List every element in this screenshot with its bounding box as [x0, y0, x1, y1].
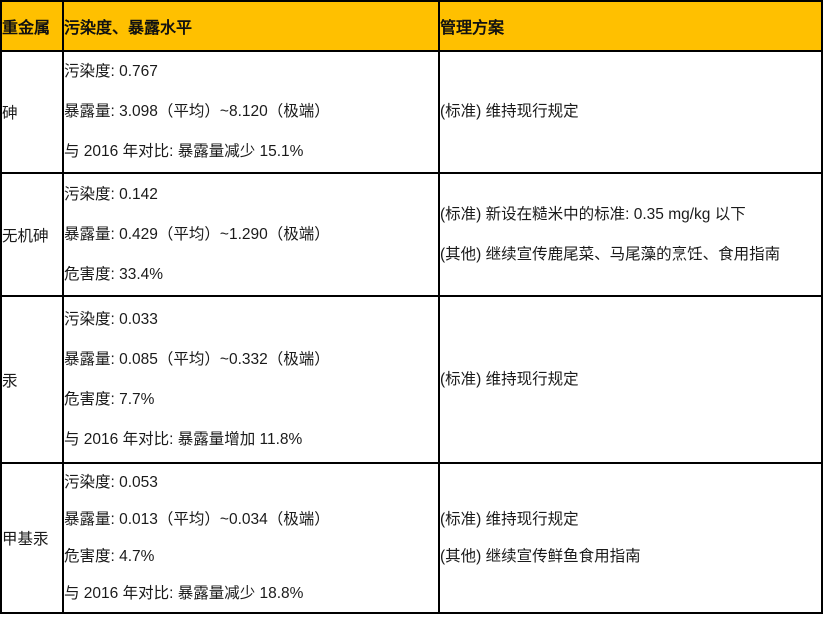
exposure-line: 暴露量: 0.085（平均）~0.332（极端）: [64, 350, 330, 368]
management-line: (其他) 继续宣传鲜鱼食用指南: [440, 548, 641, 565]
exposure-cell: 污染度: 0.142 暴露量: 0.429（平均）~1.290（极端） 危害度:…: [62, 172, 440, 297]
table-row-inorganic-arsenic: 无机砷 污染度: 0.142 暴露量: 0.429（平均）~1.290（极端） …: [0, 172, 823, 297]
management-cell: (标准) 维持现行规定: [438, 50, 823, 174]
management-line: (其他) 继续宣传鹿尾菜、马尾藻的烹饪、食用指南: [440, 245, 781, 263]
metal-name: 甲基汞: [0, 462, 64, 614]
management-line: (标准) 维持现行规定: [440, 370, 579, 388]
exposure-line: 危害度: 4.7%: [64, 548, 155, 565]
management-cell: (标准) 维持现行规定 (其他) 继续宣传鲜鱼食用指南: [438, 462, 823, 614]
header-row: 重金属 污染度、暴露水平 管理方案: [0, 0, 823, 52]
exposure-line: 污染度: 0.033: [64, 310, 158, 328]
exposure-line: 污染度: 0.142: [64, 185, 158, 203]
table-row-methylmercury: 甲基汞 污染度: 0.053 暴露量: 0.013（平均）~0.034（极端） …: [0, 462, 823, 614]
col-header-metal: 重金属: [0, 0, 64, 52]
exposure-cell: 污染度: 0.033 暴露量: 0.085（平均）~0.332（极端） 危害度:…: [62, 295, 440, 464]
exposure-line: 危害度: 7.7%: [64, 390, 155, 408]
management-line: (标准) 维持现行规定: [440, 103, 579, 120]
exposure-line: 危害度: 33.4%: [64, 265, 164, 283]
exposure-line: 污染度: 0.767: [64, 63, 158, 80]
col-header-management: 管理方案: [438, 0, 823, 52]
exposure-cell: 污染度: 0.053 暴露量: 0.013（平均）~0.034（极端） 危害度:…: [62, 462, 440, 614]
exposure-line: 与 2016 年对比: 暴露量增加 11.8%: [64, 430, 303, 448]
exposure-line: 暴露量: 3.098（平均）~8.120（极端）: [64, 103, 330, 120]
management-line: (标准) 新设在糙米中的标准: 0.35 mg/kg 以下: [440, 205, 746, 223]
table-row-arsenic: 砷 污染度: 0.767 暴露量: 3.098（平均）~8.120（极端） 与 …: [0, 50, 823, 174]
exposure-line: 与 2016 年对比: 暴露量减少 18.8%: [64, 585, 304, 602]
management-cell: (标准) 维持现行规定: [438, 295, 823, 464]
table-row-mercury: 汞 污染度: 0.033 暴露量: 0.085（平均）~0.332（极端） 危害…: [0, 295, 823, 464]
metal-name: 汞: [0, 295, 64, 464]
metal-name: 砷: [0, 50, 64, 174]
metal-name: 无机砷: [0, 172, 64, 297]
exposure-line: 暴露量: 0.429（平均）~1.290（极端）: [64, 225, 330, 243]
exposure-cell: 污染度: 0.767 暴露量: 3.098（平均）~8.120（极端） 与 20…: [62, 50, 440, 174]
exposure-line: 暴露量: 0.013（平均）~0.034（极端）: [64, 511, 330, 528]
management-line: (标准) 维持现行规定: [440, 511, 579, 528]
exposure-line: 污染度: 0.053: [64, 474, 158, 491]
col-header-exposure: 污染度、暴露水平: [62, 0, 440, 52]
management-cell: (标准) 新设在糙米中的标准: 0.35 mg/kg 以下 (其他) 继续宣传鹿…: [438, 172, 823, 297]
exposure-line: 与 2016 年对比: 暴露量减少 15.1%: [64, 143, 304, 160]
